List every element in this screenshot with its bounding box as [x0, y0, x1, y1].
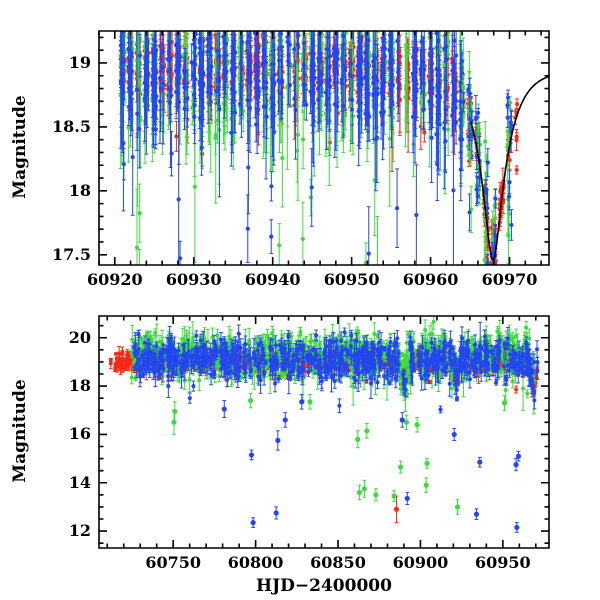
top-panel-ytick-17.5: 17.5	[52, 244, 91, 264]
top-panel-xtick-60960: 60960	[402, 270, 459, 289]
top-panel-y-axis-title: Magnitude	[10, 95, 30, 199]
bottom-panel-ytick-12: 12	[68, 521, 91, 541]
bottom-panel-ytick-18: 18	[68, 376, 91, 396]
top-panel-xtick-60920: 60920	[86, 270, 143, 289]
top-panel-ytick-18: 18	[68, 180, 91, 200]
bottom-panel-xtick-60750: 60750	[145, 553, 201, 572]
top-panel-xtick-60940: 60940	[244, 270, 301, 289]
top-panel-ytick-18.5: 18.5	[52, 116, 91, 136]
bottom-panel-xtick-60900: 60900	[392, 553, 449, 572]
top-panel-xtick-60930: 60930	[165, 270, 222, 289]
bottom-panel-y-axis-title: Magnitude	[10, 379, 30, 483]
bottom-panel-ytick-16: 16	[68, 424, 91, 444]
bottom-panel-ytick-14: 14	[68, 472, 91, 492]
bottom-panel-xtick-60950: 60950	[475, 553, 531, 572]
top-panel-xtick-60950: 60950	[323, 270, 380, 289]
bottom-panel-x-axis-title: HJD−2400000	[256, 576, 392, 596]
top-panel-ytick-19: 19	[68, 52, 91, 72]
bottom-panel-xtick-60800: 60800	[227, 553, 284, 572]
top-panel-xtick-60970: 60970	[481, 270, 538, 289]
bottom-panel-xtick-60850: 60850	[310, 553, 366, 572]
bottom-panel-ytick-20: 20	[68, 327, 91, 347]
